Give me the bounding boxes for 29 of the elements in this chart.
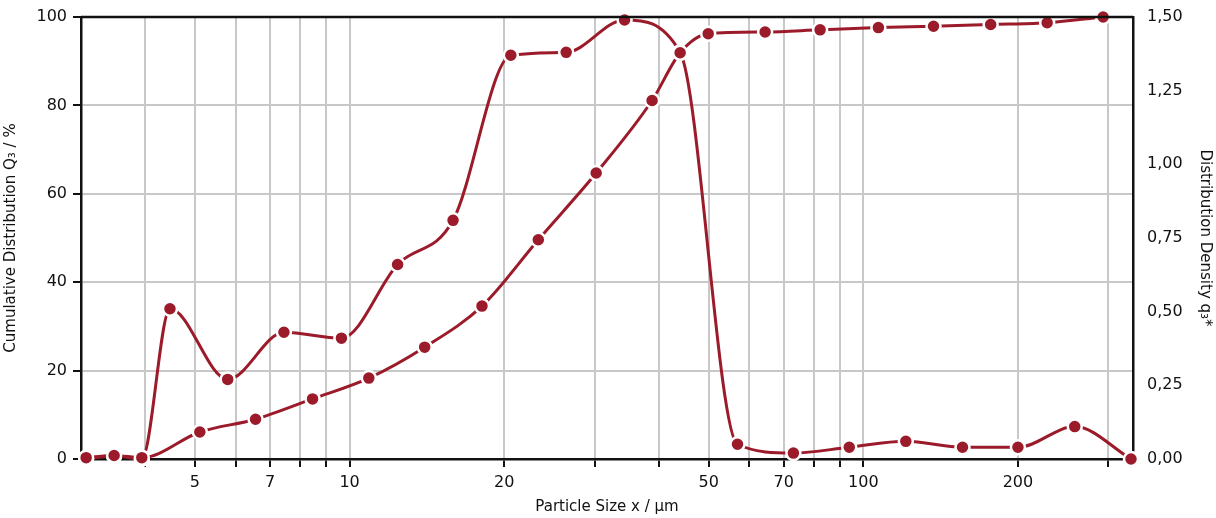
y-tick-label: 60 <box>46 182 67 202</box>
y-tick-label: 100 <box>36 6 67 26</box>
y2-tick-label: 1,50 <box>1147 6 1183 26</box>
y2-tick-label: 1,00 <box>1147 153 1183 173</box>
y2-tick-label: 0,25 <box>1147 374 1183 394</box>
point <box>389 256 406 273</box>
y2-tick-label: 0,00 <box>1147 448 1183 468</box>
x-axis-title: Particle Size x / µm <box>535 496 679 515</box>
y2-tick-label: 0,75 <box>1147 227 1183 247</box>
y2-tick-label: 0,50 <box>1147 300 1183 320</box>
x-tick-label: 100 <box>848 471 879 491</box>
y2-tick-label: 1,25 <box>1147 79 1183 99</box>
y-tick-label: 0 <box>56 448 67 468</box>
x-tick-label: 20 <box>494 471 515 491</box>
y2-axis-title: Distribution Density q₃* <box>1197 149 1216 328</box>
x-tick-label: 70 <box>773 471 794 491</box>
y-tick-label: 20 <box>46 359 67 379</box>
x-tick-label: 5 <box>189 471 201 491</box>
x-tick-label: 200 <box>1002 471 1034 491</box>
x-tick-label: 10 <box>339 471 360 491</box>
x-tick-label: 50 <box>698 471 719 491</box>
point <box>1066 418 1083 435</box>
point <box>502 47 520 64</box>
y-tick-label: 80 <box>46 94 67 114</box>
x-tick-label: 7 <box>264 471 276 491</box>
y-tick-label: 40 <box>46 271 67 291</box>
y-axis-title: Cumulative Distribution Q₃ / % <box>0 123 19 353</box>
point <box>1009 438 1027 456</box>
point <box>219 371 236 388</box>
